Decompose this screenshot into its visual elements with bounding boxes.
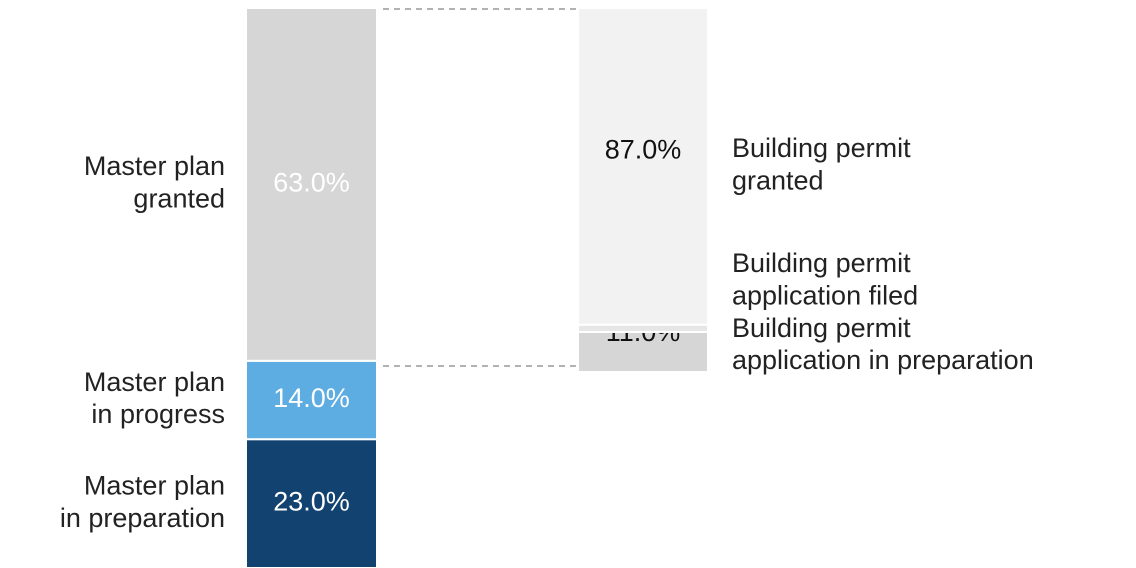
value-label: 23.0%: [273, 487, 350, 517]
value-label: 14.0%: [273, 383, 350, 413]
legend-label: Master plan in progress: [84, 367, 225, 429]
bar-segment: [577, 323, 709, 333]
legend-label: Building permit granted: [732, 133, 911, 195]
bar-segment: [245, 438, 378, 568]
legend-label: Building permit application in preparatio…: [732, 313, 1034, 375]
bar-segment: [245, 7, 378, 362]
bar-segment: [245, 359, 378, 441]
bar-segment: [577, 7, 709, 326]
legend-label: Master plan granted: [84, 151, 225, 213]
legend-label: Building permit application filed: [732, 248, 918, 310]
value-label: 87.0%: [605, 134, 682, 164]
value-label: 63.0%: [273, 168, 350, 198]
legend-label: Master plan in preparation: [60, 471, 225, 533]
